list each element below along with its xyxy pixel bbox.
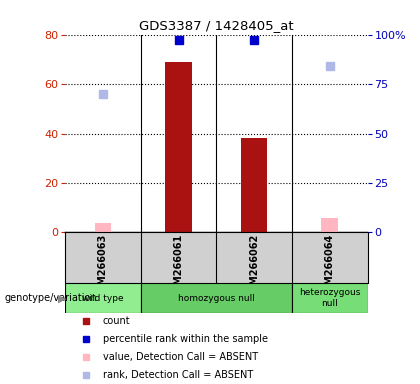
Bar [321, 218, 338, 232]
Text: GSM266064: GSM266064 [325, 234, 335, 299]
Text: homozygous null: homozygous null [178, 294, 255, 303]
Text: GSM266061: GSM266061 [173, 234, 184, 299]
Text: rank, Detection Call = ABSENT: rank, Detection Call = ABSENT [103, 371, 253, 381]
Bar [292, 283, 368, 313]
Bar [141, 283, 292, 313]
Bar [165, 62, 192, 232]
Text: heterozygous
null: heterozygous null [299, 288, 360, 308]
Text: GSM266063: GSM266063 [98, 234, 108, 299]
Bar [94, 223, 111, 232]
Text: ▶: ▶ [58, 293, 66, 303]
Bar [65, 283, 141, 313]
Bar [241, 139, 268, 232]
Title: GDS3387 / 1428405_at: GDS3387 / 1428405_at [139, 19, 294, 32]
Text: value, Detection Call = ABSENT: value, Detection Call = ABSENT [103, 353, 258, 362]
Text: percentile rank within the sample: percentile rank within the sample [103, 334, 268, 344]
Text: GSM266062: GSM266062 [249, 234, 259, 299]
Text: wild type: wild type [82, 294, 124, 303]
Text: genotype/variation: genotype/variation [4, 293, 97, 303]
Text: count: count [103, 316, 131, 326]
